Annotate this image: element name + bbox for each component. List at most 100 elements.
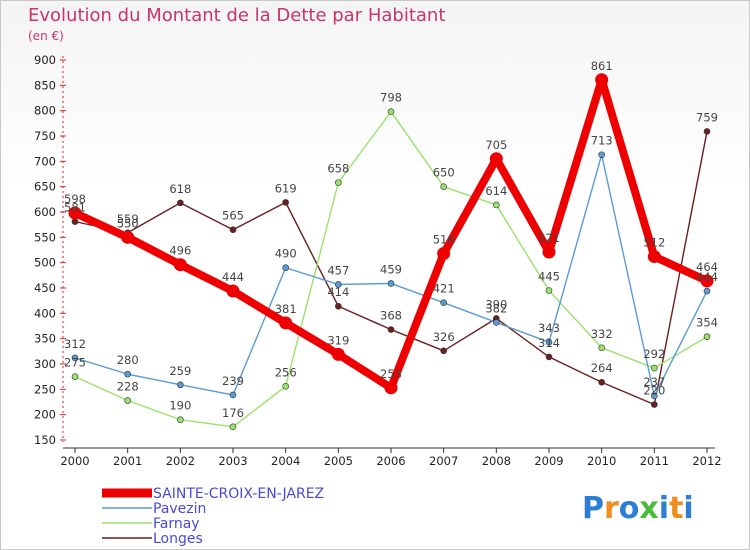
logo-letter: r [604,491,619,526]
data-label: 381 [275,302,297,316]
data-point [545,338,553,346]
data-label: 614 [485,184,507,198]
x-tick-label: 2011 [640,454,669,468]
y-tick-label: 350 [34,332,56,346]
x-tick-label: 2001 [113,454,142,468]
x-tick-label: 2000 [60,454,89,468]
data-point [545,353,553,361]
y-tick-label: 850 [34,78,56,92]
data-label: 259 [169,364,191,378]
y-tick-label: 300 [34,357,56,371]
data-label: 264 [591,361,613,375]
legend-entry: Longes [153,531,203,547]
data-point [68,206,82,220]
data-label: 496 [169,244,191,258]
chart-subtitle: (en €) [28,29,64,43]
data-point [437,247,451,261]
data-point [440,183,447,190]
logo-letter: x [639,491,658,526]
data-point [651,364,658,372]
data-label: 382 [485,301,507,315]
data-label: 312 [64,337,86,351]
data-label: 512 [643,236,665,250]
data-point [651,401,658,408]
data-point [440,347,447,355]
y-tick-label: 750 [34,129,56,143]
data-point [647,250,661,264]
data-label: 861 [591,59,613,73]
data-label: 220 [643,384,665,398]
data-label: 190 [169,399,191,413]
data-point [595,73,609,87]
data-point [229,423,237,431]
proxiti-logo: Proxiti [582,491,694,526]
data-label: 256 [275,365,297,379]
data-point [440,299,447,306]
series-line-sainte-croix-en-jarez [71,75,711,392]
data-point [124,397,131,404]
data-point [651,392,658,400]
data-label: 459 [380,262,402,276]
x-tick-label: 2004 [271,454,300,468]
data-label: 314 [538,336,560,350]
y-tick-label: 250 [34,382,56,396]
data-label: 444 [222,270,244,284]
data-point [542,245,556,259]
y-tick-label: 150 [34,433,56,447]
x-tick-label: 2006 [376,454,405,468]
y-tick-label: 650 [34,180,56,194]
data-label: 414 [327,285,349,299]
data-labels: 598 550 496 444 381 319 253 518 705 521 861 512 464 3… [64,59,718,420]
x-tick-label: 2007 [429,454,458,468]
x-tick-label: 2012 [692,454,721,468]
y-tick-label: 600 [34,205,56,219]
data-point [226,284,240,298]
data-point [282,199,289,206]
data-point [173,258,187,272]
data-label: 705 [485,138,507,152]
data-label: 292 [643,347,665,361]
logo-letter: i [659,491,669,526]
data-label: 444 [696,270,718,284]
chart-title: Evolution du Montant de la Dette par Hab… [28,5,445,26]
logo-letter: o [619,491,640,526]
x-tick-label: 2005 [324,454,353,468]
data-label: 559 [117,212,139,226]
data-label: 354 [696,316,718,330]
data-point [700,274,714,288]
data-label: 650 [433,166,455,180]
data-point [229,226,237,234]
data-label: 518 [433,233,455,247]
data-label: 253 [380,367,402,381]
data-point [598,378,605,386]
data-point [71,218,79,225]
data-label: 319 [327,333,349,347]
data-label: 176 [222,406,244,420]
data-label: 619 [275,181,297,195]
data-label: 581 [64,201,86,215]
y-tick-label: 900 [34,53,56,67]
logo-letter: i [683,491,693,526]
data-point [282,382,289,390]
y-tick-label: 500 [34,256,56,270]
data-point [335,302,342,310]
series-layer [68,73,714,431]
data-label: 368 [380,309,402,323]
data-label: 464 [696,260,718,274]
data-label: 618 [169,182,191,196]
data-point [598,344,605,352]
data-point [384,381,398,395]
data-point [545,287,553,294]
data-point [124,370,131,378]
data-point [703,287,711,295]
x-tick-label: 2010 [587,454,616,468]
data-point [387,108,395,115]
data-point [493,319,500,326]
data-point [121,230,135,244]
y-tick-label: 800 [34,104,56,118]
y-tick-label: 200 [34,408,56,422]
data-point [703,128,711,135]
y-tick-label: 700 [34,154,56,168]
